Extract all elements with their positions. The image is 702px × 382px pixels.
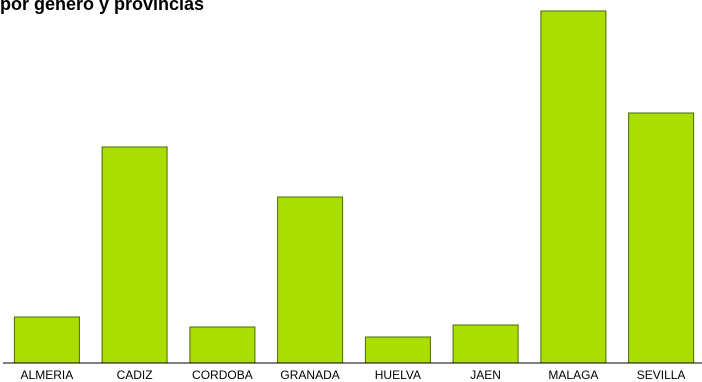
bar-cadiz xyxy=(101,146,168,364)
bar-huelva xyxy=(364,336,431,364)
x-tick-label-almeria: ALMERIA xyxy=(21,368,74,382)
chart-title: por género y provincias xyxy=(0,0,205,14)
x-tick-label-sevilla: SEVILLA xyxy=(637,368,686,382)
x-tick-label-malaga: MALAGA xyxy=(548,368,598,382)
bar-cordoba xyxy=(189,326,256,364)
x-tick-label-granada: GRANADA xyxy=(280,368,339,382)
x-tick-label-huelva: HUELVA xyxy=(375,368,421,382)
bar-almeria xyxy=(13,316,80,364)
bar-jaen xyxy=(452,324,519,364)
x-tick-label-jaen: JAEN xyxy=(470,368,501,382)
x-tick-label-cadiz: CADIZ xyxy=(117,368,153,382)
x-tick-labels: ALMERIA CADIZ CORDOBA GRANADA HUELVA JAEN MALA… xyxy=(21,368,686,382)
bars-group xyxy=(13,10,695,364)
bar-sevilla xyxy=(628,112,695,364)
bar-malaga xyxy=(540,10,607,364)
bar-granada xyxy=(277,196,344,364)
x-tick-label-cordoba: CORDOBA xyxy=(192,368,253,382)
